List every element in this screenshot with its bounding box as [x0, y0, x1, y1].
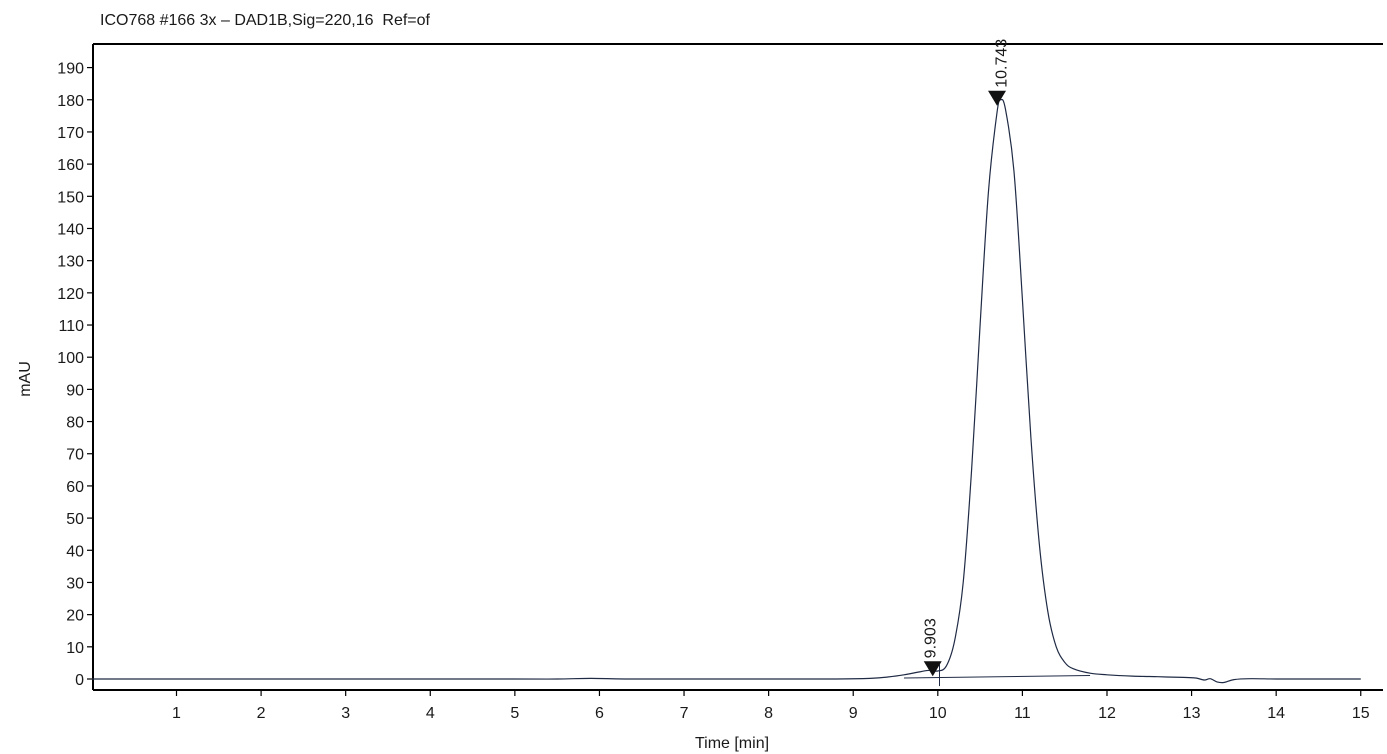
x-tick-label: 14 [1267, 705, 1285, 722]
y-tick-label: 100 [57, 350, 84, 367]
y-tick-label: 90 [66, 382, 84, 399]
y-tick-label: 60 [66, 479, 84, 496]
y-tick-label: 110 [58, 318, 84, 335]
x-tick-label: 4 [426, 705, 435, 722]
plot-frame [92, 43, 1383, 691]
x-tick-label: 15 [1352, 705, 1370, 722]
x-axis-label: Time [min] [695, 735, 769, 752]
y-tick-label: 120 [57, 286, 84, 303]
y-tick-label: 170 [57, 125, 84, 142]
y-tick-label: 40 [66, 543, 84, 560]
x-tick-label: 1 [172, 705, 181, 722]
integration-baseline [903, 674, 1091, 679]
peak-marker [988, 90, 1007, 106]
chromatogram-trace [91, 98, 1361, 684]
x-tick-label: 13 [1183, 705, 1201, 722]
x-tick-label: 2 [257, 705, 266, 722]
y-tick-label: 140 [57, 221, 84, 238]
y-tick-label: 160 [57, 157, 84, 174]
y-tick-label: 180 [57, 93, 84, 110]
x-tick-label: 9 [849, 705, 858, 722]
y-tick-label: 30 [66, 575, 84, 592]
peak-label: 9.903 [923, 618, 940, 658]
x-axis: 1 2 3 4 5 6 7 8 9 10 11 12 13 14 15 [172, 690, 1370, 722]
y-tick-label: 130 [57, 254, 84, 271]
y-tick-label: 150 [57, 189, 84, 206]
x-tick-label: 11 [1014, 705, 1031, 722]
x-tick-label: 12 [1098, 705, 1116, 722]
x-tick-label: 6 [595, 705, 604, 722]
chart-title: ICO768 #166 3x – DAD1B,Sig=220,16 Ref=of [100, 12, 430, 29]
y-tick-label: 50 [66, 511, 84, 528]
y-tick-label: 80 [66, 415, 84, 432]
y-axis: 0 10 20 30 40 50 60 70 80 90 100 110 120 130 140 150 160… [57, 61, 93, 689]
y-tick-label: 0 [75, 672, 84, 689]
x-tick-label: 5 [510, 705, 519, 722]
peak-annotations: 9.903 10.743 [923, 39, 1011, 687]
peak-label: 10.743 [994, 39, 1011, 88]
x-tick-label: 10 [929, 705, 947, 722]
y-tick-label: 70 [66, 447, 84, 464]
x-tick-label: 8 [764, 705, 773, 722]
series-layer [91, 98, 1361, 684]
x-tick-label: 3 [341, 705, 350, 722]
y-tick-label: 20 [66, 608, 84, 625]
y-tick-label: 190 [57, 61, 84, 78]
x-tick-label: 7 [680, 705, 689, 722]
peak-marker [923, 661, 942, 677]
y-tick-label: 10 [66, 640, 84, 657]
